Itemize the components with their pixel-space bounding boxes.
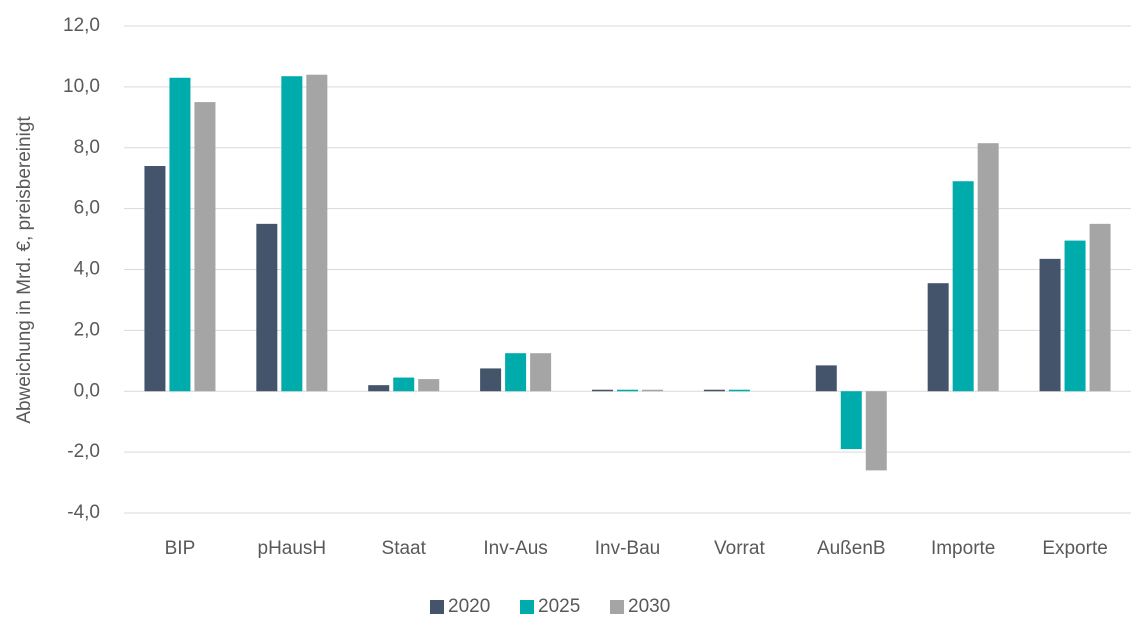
bar bbox=[728, 389, 750, 392]
bar bbox=[703, 389, 725, 392]
bar bbox=[977, 143, 999, 392]
legend-label: 2020 bbox=[448, 596, 490, 617]
legend-swatch bbox=[430, 600, 444, 614]
bar bbox=[1089, 223, 1111, 392]
bar bbox=[144, 166, 166, 392]
bar bbox=[927, 283, 949, 392]
x-tick-label: Exporte bbox=[1042, 538, 1107, 559]
y-tick-label: 2,0 bbox=[74, 319, 100, 340]
x-tick-label: Staat bbox=[382, 538, 427, 559]
legend-label: 2030 bbox=[628, 596, 670, 617]
y-axis-label: Abweichung in Mrd. €, preisbereinigt bbox=[14, 116, 35, 424]
bar bbox=[952, 181, 974, 392]
x-tick-label: Inv-Bau bbox=[595, 538, 660, 559]
x-tick-label: BIP bbox=[165, 538, 196, 559]
legend-swatch bbox=[610, 600, 624, 614]
bar bbox=[530, 353, 552, 392]
bar bbox=[418, 379, 440, 392]
bar bbox=[592, 389, 613, 392]
bar bbox=[840, 391, 862, 450]
bar bbox=[281, 76, 303, 392]
bar bbox=[393, 377, 415, 392]
bar bbox=[865, 391, 887, 471]
bar bbox=[194, 102, 216, 392]
bar bbox=[1039, 258, 1061, 392]
bar bbox=[169, 77, 191, 392]
x-tick-label: AußenB bbox=[817, 538, 886, 559]
bar bbox=[256, 223, 278, 392]
bar bbox=[815, 365, 837, 392]
y-tick-label: 10,0 bbox=[63, 76, 100, 97]
y-tick-label: -2,0 bbox=[67, 441, 100, 462]
bar bbox=[617, 389, 638, 392]
bar bbox=[368, 385, 390, 392]
y-tick-label: 12,0 bbox=[63, 15, 100, 36]
legend-swatch bbox=[520, 600, 534, 614]
y-tick-label: 0,0 bbox=[74, 380, 100, 401]
bar bbox=[1064, 240, 1086, 392]
legend-label: 2025 bbox=[538, 596, 580, 617]
y-tick-label: -4,0 bbox=[67, 502, 100, 523]
bar bbox=[505, 353, 527, 392]
x-tick-label: Inv-Aus bbox=[483, 538, 547, 559]
x-tick-label: pHausH bbox=[258, 538, 327, 559]
bar bbox=[642, 389, 663, 392]
x-tick-label: Vorrat bbox=[714, 538, 765, 559]
bar bbox=[306, 74, 328, 392]
y-tick-label: 4,0 bbox=[74, 259, 100, 280]
bar bbox=[480, 368, 502, 392]
x-tick-label: Importe bbox=[931, 538, 995, 559]
y-tick-label: 8,0 bbox=[74, 137, 100, 158]
y-tick-label: 6,0 bbox=[74, 198, 100, 219]
